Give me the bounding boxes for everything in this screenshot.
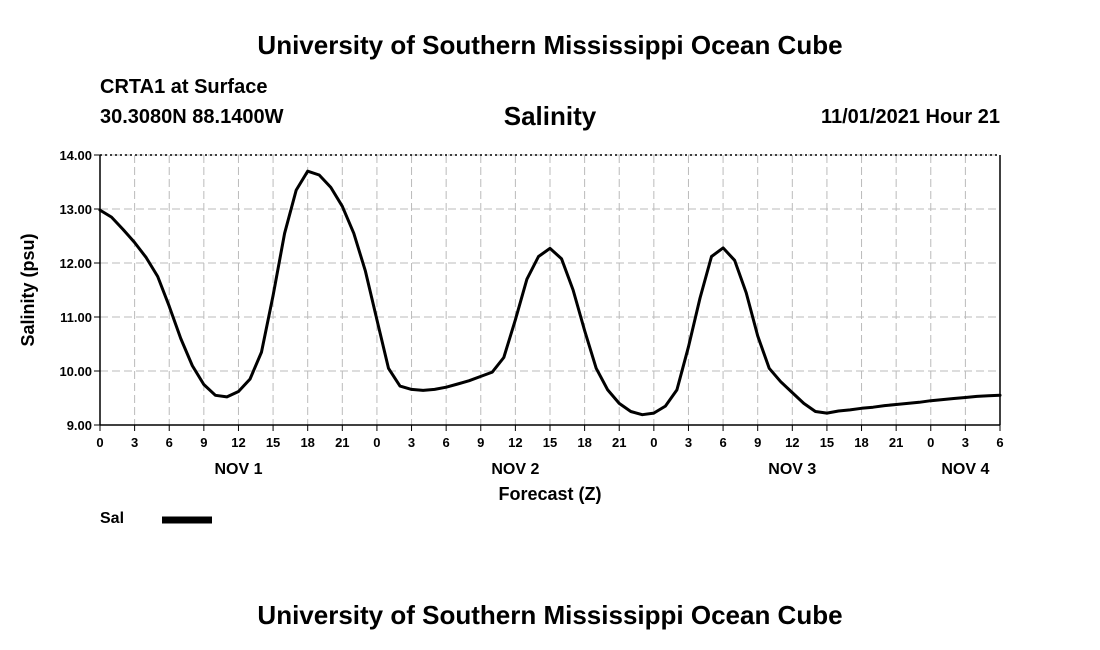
x-tick-label: 18	[854, 435, 868, 450]
x-tick-label: 6	[443, 435, 450, 450]
x-tick-label: 3	[962, 435, 969, 450]
x-tick-label: 9	[200, 435, 207, 450]
series-layer	[98, 169, 1002, 417]
x-tick-label: 6	[166, 435, 173, 450]
x-tick-label: 18	[300, 435, 314, 450]
footer-title: University of Southern Mississippi Ocean…	[257, 600, 843, 630]
grid-layer	[99, 154, 1001, 426]
y-tick-label: 9.00	[67, 418, 92, 433]
x-tick-label: 12	[785, 435, 799, 450]
x-tick-label: 0	[650, 435, 657, 450]
day-label: NOV 3	[768, 461, 816, 478]
chart-title-main: University of Southern Mississippi Ocean…	[257, 30, 843, 60]
x-tick-label: 0	[373, 435, 380, 450]
station-name: CRTA1 at Surface	[100, 76, 268, 98]
y-tick-label: 11.00	[60, 310, 92, 325]
y-tick-label: 13.00	[59, 202, 92, 217]
legend-label: Sal	[100, 510, 125, 527]
label-layer: 9.00 10.00 11.00 12.00 13.00 14.00 0 3 6 9 12 15 18 2…	[59, 148, 1003, 478]
x-tick-label: 6	[719, 435, 726, 450]
x-tick-label: 12	[508, 435, 522, 450]
x-tick-label: 3	[408, 435, 415, 450]
x-tick-label: 15	[543, 435, 557, 450]
x-tick-label: 3	[131, 435, 138, 450]
x-tick-label: 9	[477, 435, 484, 450]
x-axis-title: Forecast (Z)	[498, 484, 601, 504]
forecast-datetime: 11/01/2021 Hour 21	[820, 106, 1000, 128]
variable-title: Salinity	[503, 101, 597, 131]
day-label: NOV 2	[491, 461, 539, 478]
x-tick-label: 21	[612, 435, 626, 450]
x-tick-label: 0	[96, 435, 103, 450]
y-tick-label: 14.00	[59, 148, 92, 163]
y-axis-title: Salinity (psu)	[18, 233, 38, 346]
y-tick-label: 12.00	[59, 256, 92, 271]
x-tick-label: 15	[820, 435, 834, 450]
x-tick-label: 6	[996, 435, 1003, 450]
x-tick-label: 15	[266, 435, 280, 450]
day-label: NOV 1	[214, 461, 262, 478]
day-label: NOV 4	[941, 461, 989, 478]
y-tick-label: 10.00	[59, 364, 92, 379]
x-tick-label: 3	[685, 435, 692, 450]
x-tick-label: 21	[889, 435, 903, 450]
series-line-sal	[98, 169, 1002, 417]
station-coordinates: 30.3080N 88.1400W	[100, 106, 284, 128]
x-tick-label: 0	[927, 435, 934, 450]
axis-layer	[94, 154, 1001, 431]
x-tick-label: 21	[335, 435, 349, 450]
x-tick-label: 18	[577, 435, 591, 450]
x-tick-label: 9	[754, 435, 761, 450]
x-tick-label: 12	[231, 435, 245, 450]
